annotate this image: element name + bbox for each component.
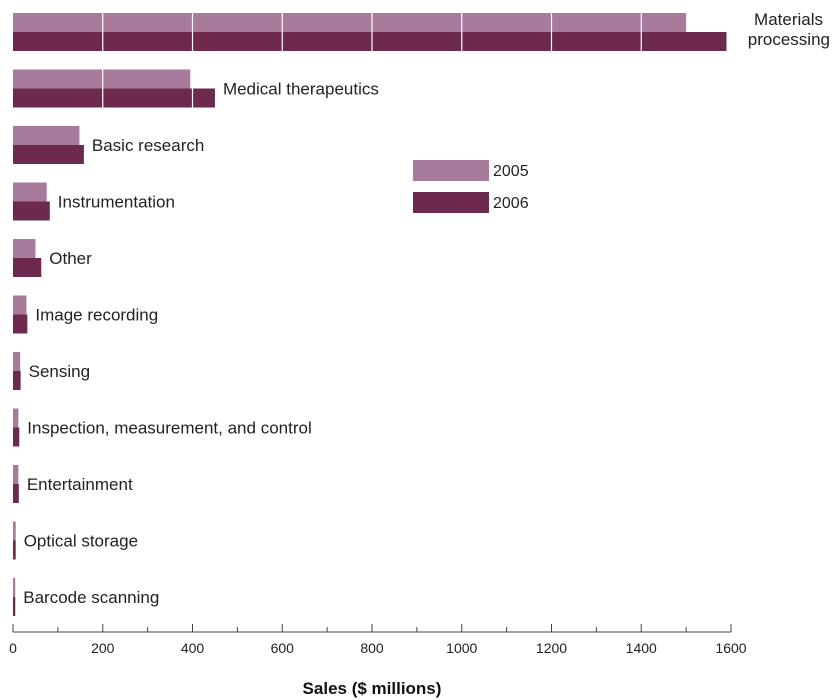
category-label-9: Optical storage bbox=[24, 532, 138, 551]
bar-2006-6 bbox=[13, 371, 21, 390]
bar-2005-8 bbox=[13, 465, 19, 484]
bar-2005-6 bbox=[13, 352, 21, 371]
bar-2005-5 bbox=[13, 295, 27, 315]
x-tick-label-400: 400 bbox=[181, 640, 205, 656]
bar-2006-0 bbox=[13, 32, 727, 51]
bar-2006-8 bbox=[13, 484, 19, 503]
category-label-8: Entertainment bbox=[27, 475, 133, 494]
bar-2005-9 bbox=[13, 521, 16, 541]
bar-2005-0 bbox=[13, 13, 687, 32]
bar-2006-4 bbox=[13, 258, 42, 277]
bar-2006-5 bbox=[13, 314, 28, 334]
category-label-0: Materials processing bbox=[748, 10, 830, 49]
legend-label-2006: 2006 bbox=[493, 195, 529, 212]
bar-2006-2 bbox=[13, 145, 84, 164]
x-axis-title: Sales ($ millions) bbox=[303, 679, 442, 698]
category-label-5: Image recording bbox=[35, 306, 158, 325]
bar-2006-9 bbox=[13, 540, 16, 560]
category-label-1: Medical therapeutics bbox=[223, 80, 379, 99]
bar-2006-7 bbox=[13, 427, 20, 447]
x-axis: 0 200 400 600 800 1000 1200 1400 1600 bbox=[9, 624, 747, 656]
bar-2006-1 bbox=[13, 88, 215, 108]
x-tick-label-1600: 1600 bbox=[715, 640, 746, 656]
x-tick-label-0: 0 bbox=[9, 640, 17, 656]
legend: 2005 2006 bbox=[413, 160, 529, 213]
x-tick-label-1000: 1000 bbox=[446, 640, 477, 656]
category-label-7: Inspection, measurement, and control bbox=[27, 419, 311, 438]
x-tick-label-1400: 1400 bbox=[626, 640, 657, 656]
legend-label-2005: 2005 bbox=[493, 163, 529, 180]
bar-2005-10 bbox=[13, 578, 16, 597]
bar-2006-10 bbox=[13, 597, 16, 616]
bar-2005-3 bbox=[13, 182, 47, 202]
category-label-4: Other bbox=[49, 249, 92, 268]
bar-2005-2 bbox=[13, 126, 80, 145]
category-label-2: Basic research bbox=[92, 136, 204, 155]
category-label-3: Instrumentation bbox=[58, 193, 175, 212]
bar-2005-7 bbox=[13, 408, 19, 428]
legend-swatch-2005 bbox=[413, 160, 489, 181]
legend-swatch-2006 bbox=[413, 192, 489, 213]
x-tick-label-1200: 1200 bbox=[536, 640, 567, 656]
category-labels: Materials processing Medical therapeutics B… bbox=[23, 10, 830, 607]
category-label-10: Barcode scanning bbox=[23, 588, 159, 607]
x-tick-label-800: 800 bbox=[360, 640, 384, 656]
bar-2005-4 bbox=[13, 239, 36, 258]
bars-group bbox=[13, 13, 727, 616]
bar-2005-1 bbox=[13, 69, 191, 89]
x-tick-label-200: 200 bbox=[91, 640, 115, 656]
x-tick-label-600: 600 bbox=[271, 640, 295, 656]
category-label-6: Sensing bbox=[29, 362, 90, 381]
bar-2006-3 bbox=[13, 201, 50, 221]
